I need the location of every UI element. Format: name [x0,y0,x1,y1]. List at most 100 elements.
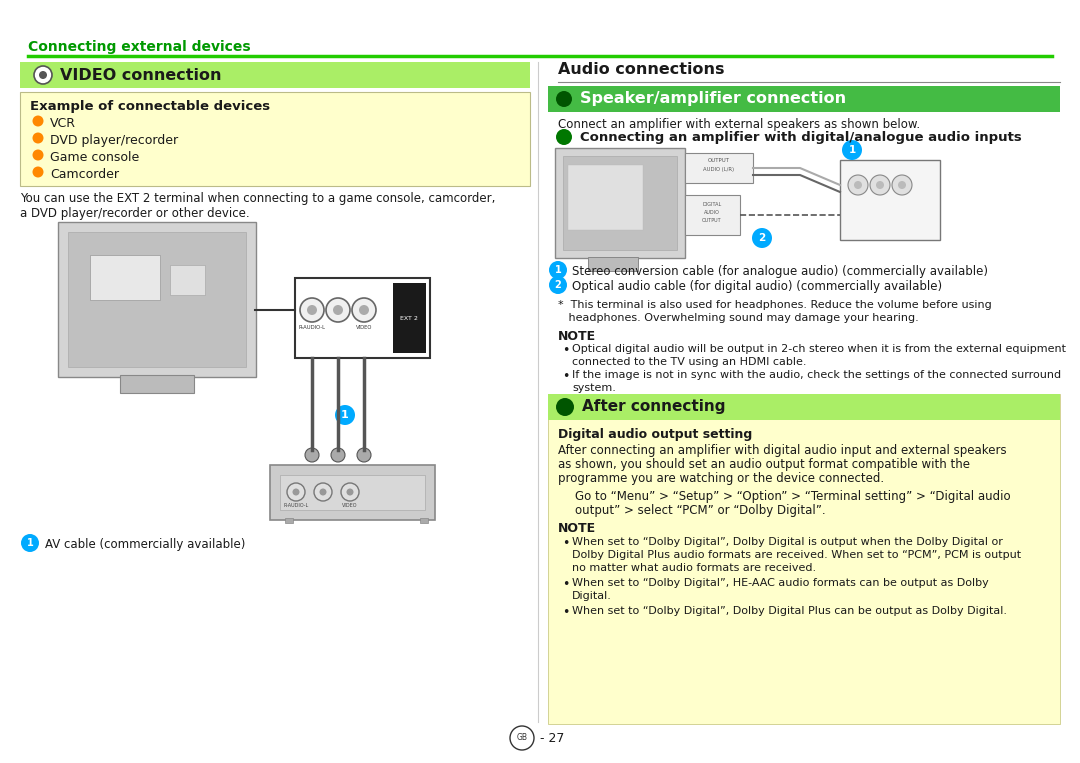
Circle shape [33,66,52,84]
Text: OUTPUT: OUTPUT [708,158,730,163]
Circle shape [21,534,39,552]
Text: Camcorder: Camcorder [50,168,119,181]
Circle shape [549,261,567,279]
Text: *  This terminal is also used for headphones. Reduce the volume before using: * This terminal is also used for headpho… [558,300,991,310]
Circle shape [892,175,912,195]
FancyBboxPatch shape [58,222,256,377]
Circle shape [752,228,772,248]
Circle shape [335,405,355,425]
Text: programme you are watching or the device connected.: programme you are watching or the device… [558,472,885,485]
Text: NOTE: NOTE [558,330,596,343]
FancyBboxPatch shape [840,160,940,240]
Text: R-AUDIO-L: R-AUDIO-L [298,325,325,330]
Text: VIDEO connection: VIDEO connection [60,67,221,82]
Text: Dolby Digital Plus audio formats are received. When set to “PCM”, PCM is output: Dolby Digital Plus audio formats are rec… [572,550,1021,560]
Text: Audio connections: Audio connections [558,62,725,77]
Text: - 27: - 27 [540,732,565,745]
Circle shape [32,150,43,160]
Text: AUDIO: AUDIO [704,210,720,215]
Text: Speaker/amplifier connection: Speaker/amplifier connection [580,92,846,107]
FancyBboxPatch shape [568,165,643,230]
Text: GB: GB [516,733,527,742]
Text: VIDEO: VIDEO [342,503,357,508]
Circle shape [510,726,534,750]
Circle shape [897,181,906,189]
FancyBboxPatch shape [548,86,1059,112]
Circle shape [357,448,372,462]
Circle shape [320,488,326,495]
Text: OUTPUT: OUTPUT [702,218,721,223]
FancyBboxPatch shape [420,518,428,523]
Circle shape [307,305,318,315]
FancyBboxPatch shape [120,375,194,393]
Circle shape [842,140,862,160]
Text: NOTE: NOTE [558,522,596,535]
Circle shape [352,298,376,322]
FancyBboxPatch shape [588,257,638,271]
Text: •: • [562,537,569,550]
Circle shape [326,298,350,322]
Circle shape [32,115,43,127]
Text: no matter what audio formats are received.: no matter what audio formats are receive… [572,563,816,573]
Circle shape [359,305,369,315]
Text: If the image is not in sync with the audio, check the settings of the connected : If the image is not in sync with the aud… [572,370,1062,380]
FancyBboxPatch shape [548,394,1059,420]
Circle shape [347,488,353,495]
Circle shape [870,175,890,195]
Circle shape [314,483,332,501]
FancyBboxPatch shape [280,475,426,510]
Text: connected to the TV using an HDMI cable.: connected to the TV using an HDMI cable. [572,357,807,367]
FancyBboxPatch shape [285,518,293,523]
FancyBboxPatch shape [170,265,205,295]
Circle shape [32,166,43,178]
Text: After connecting an amplifier with digital audio input and external speakers: After connecting an amplifier with digit… [558,444,1007,457]
Text: •: • [562,344,569,357]
Text: Optical digital audio will be output in 2-ch stereo when it is from the external: Optical digital audio will be output in … [572,344,1066,354]
Text: After connecting: After connecting [582,400,726,414]
Text: Connecting an amplifier with digital/analogue audio inputs: Connecting an amplifier with digital/ana… [580,130,1022,143]
Text: AUDIO (L/R): AUDIO (L/R) [703,167,734,172]
Text: as shown, you should set an audio output format compatible with the: as shown, you should set an audio output… [558,458,970,471]
FancyBboxPatch shape [90,255,160,300]
Text: Digital audio output setting: Digital audio output setting [558,428,753,441]
Text: When set to “Dolby Digital”, Dolby Digital is output when the Dolby Digital or: When set to “Dolby Digital”, Dolby Digit… [572,537,1003,547]
Text: VIDEO: VIDEO [355,325,373,330]
Text: •: • [562,578,569,591]
Text: Digital.: Digital. [572,591,612,601]
FancyBboxPatch shape [21,92,530,186]
Text: Connecting external devices: Connecting external devices [28,40,251,54]
Text: 1: 1 [849,145,855,155]
Text: Optical audio cable (for digital audio) (commercially available): Optical audio cable (for digital audio) … [572,280,942,293]
FancyBboxPatch shape [685,153,753,183]
Circle shape [556,91,572,107]
Text: AV cable (commercially available): AV cable (commercially available) [45,538,245,551]
Text: Game console: Game console [50,151,139,164]
Circle shape [32,133,43,143]
Text: a DVD player/recorder or other device.: a DVD player/recorder or other device. [21,207,249,220]
Text: Stereo conversion cable (for analogue audio) (commercially available): Stereo conversion cable (for analogue au… [572,265,988,278]
Text: system.: system. [572,383,616,393]
FancyBboxPatch shape [563,156,677,250]
Text: 2: 2 [758,233,766,243]
FancyBboxPatch shape [685,195,740,235]
Circle shape [341,483,359,501]
Circle shape [300,298,324,322]
Text: When set to “Dolby Digital”, Dolby Digital Plus can be output as Dolby Digital.: When set to “Dolby Digital”, Dolby Digit… [572,606,1007,616]
Circle shape [549,276,567,294]
Text: output” > select “PCM” or “Dolby Digital”.: output” > select “PCM” or “Dolby Digital… [575,504,825,517]
Text: 1: 1 [341,410,349,420]
Circle shape [305,448,319,462]
Text: When set to “Dolby Digital”, HE-AAC audio formats can be output as Dolby: When set to “Dolby Digital”, HE-AAC audi… [572,578,989,588]
FancyBboxPatch shape [548,394,1059,724]
Circle shape [333,305,343,315]
Text: 1: 1 [27,538,33,548]
Text: VCR: VCR [50,117,76,130]
Circle shape [287,483,305,501]
FancyBboxPatch shape [555,148,685,258]
Circle shape [39,71,48,79]
Circle shape [848,175,868,195]
FancyBboxPatch shape [295,278,430,358]
Circle shape [854,181,862,189]
Circle shape [293,488,299,495]
Circle shape [330,448,345,462]
